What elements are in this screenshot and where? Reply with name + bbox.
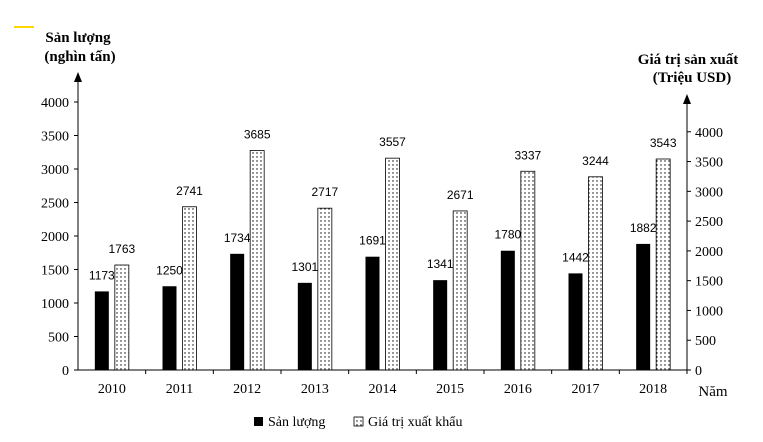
left-tick-label: 2500 <box>41 197 69 212</box>
bar-label-gia-tri-xuat-khau: 2671 <box>447 188 474 202</box>
left-tick-label: 4000 <box>41 96 69 111</box>
right-tick-label: 3000 <box>695 185 723 200</box>
bar-gia-tri-xuat-khau <box>588 176 603 371</box>
left-tick-label: 0 <box>62 364 69 379</box>
bar-label-san-luong: 1250 <box>156 263 183 277</box>
bar-san-luong <box>297 282 312 370</box>
bar-gia-tri-xuat-khau <box>452 210 468 371</box>
bar-label-san-luong: 1780 <box>494 228 521 242</box>
x-tick-label: 2010 <box>98 382 126 397</box>
right-tick-label: 500 <box>695 334 716 349</box>
right-tick-label: 3500 <box>695 156 723 171</box>
left-tick-label: 3500 <box>41 130 69 145</box>
legend-swatch-gia-tri-xuat-khau <box>353 416 364 427</box>
bar-gia-tri-xuat-khau <box>655 158 671 371</box>
bar-label-san-luong: 1442 <box>562 250 589 264</box>
left-tick-label: 1000 <box>41 297 69 312</box>
bar-gia-tri-xuat-khau <box>317 207 333 371</box>
left-tick-label: 2000 <box>41 230 69 245</box>
right-tick-label: 1500 <box>695 275 723 290</box>
bar-gia-tri-xuat-khau <box>114 264 130 371</box>
x-axis-label: Năm <box>698 384 727 400</box>
bar-label-gia-tri-xuat-khau: 3543 <box>650 136 677 150</box>
bar-san-luong <box>162 286 177 370</box>
bar-label-gia-tri-xuat-khau: 3244 <box>582 154 609 168</box>
left-axis-ticks: 0 500 1000 1500 2000 2500 3000 3500 4000 <box>41 96 78 379</box>
bar-label-san-luong: 1691 <box>359 234 386 248</box>
left-axis-label-line1: Sản lượng <box>45 30 111 46</box>
bar-san-luong <box>636 243 651 370</box>
bar-gia-tri-xuat-khau <box>182 206 197 371</box>
x-tick-label: 2014 <box>369 382 397 397</box>
x-tick-label: 2013 <box>301 382 329 397</box>
bar-san-luong <box>365 256 380 370</box>
bar-label-san-luong: 1301 <box>291 260 318 274</box>
right-axis-label-line1: Giá trị sản xuất <box>638 52 738 68</box>
left-tick-label: 500 <box>48 331 69 346</box>
bar-gia-tri-xuat-khau <box>520 170 536 371</box>
right-axis-label-line2: (Triệu USD) <box>653 70 731 86</box>
right-axis-ticks: 0 500 1000 1500 2000 2500 3000 3500 4000 <box>687 126 723 379</box>
right-tick-label: 2000 <box>695 245 723 260</box>
bar-label-gia-tri-xuat-khau: 3337 <box>514 148 541 162</box>
left-y-axis-arrow <box>74 72 82 82</box>
right-tick-label: 0 <box>695 364 702 379</box>
bars <box>94 150 671 371</box>
x-tick-label: 2015 <box>436 382 464 397</box>
x-tick-label: 2011 <box>166 382 193 397</box>
legend-swatch-san-luong <box>254 417 263 426</box>
bar-label-san-luong: 1173 <box>89 268 115 282</box>
bar-label-gia-tri-xuat-khau: 3557 <box>379 135 406 149</box>
right-tick-label: 4000 <box>695 126 723 141</box>
bar-label-san-luong: 1734 <box>224 231 251 245</box>
bar-gia-tri-xuat-khau <box>385 157 400 371</box>
legend-label-gia-tri-xuat-khau: Giá trị xuất khẩu <box>368 415 462 430</box>
x-tick-label: 2018 <box>639 382 667 397</box>
x-tick-label: 2017 <box>572 382 600 397</box>
x-tick-label: 2012 <box>233 382 261 397</box>
bar-san-luong <box>94 291 109 370</box>
right-tick-label: 1000 <box>695 304 723 319</box>
category-labels: 2010 2011 2012 2013 2014 2015 2016 2017 2018 <box>98 370 688 397</box>
bar-gia-tri-xuat-khau <box>249 150 265 371</box>
bar-label-san-luong: 1882 <box>630 221 657 235</box>
right-y-axis-arrow <box>683 94 691 104</box>
left-axis-label-line2: (nghìn tấn) <box>44 49 115 65</box>
bar-san-luong <box>500 250 515 370</box>
legend-label-san-luong: Sản lượng <box>268 415 325 430</box>
left-tick-label: 3000 <box>41 163 69 178</box>
bar-label-san-luong: 1341 <box>427 257 454 271</box>
legend: Sản lượng Giá trị xuất khẩu <box>254 415 462 430</box>
bar-san-luong <box>433 280 448 370</box>
bar-value-labels: 1173 1763 1250 2741 1734 3685 1301 2717 1691 3557… <box>89 128 677 283</box>
bar-label-gia-tri-xuat-khau: 1763 <box>108 242 135 256</box>
bar-label-gia-tri-xuat-khau: 3685 <box>244 128 271 142</box>
bar-label-gia-tri-xuat-khau: 2741 <box>176 184 203 198</box>
bar-san-luong <box>230 253 245 370</box>
bar-san-luong <box>568 273 583 370</box>
x-tick-label: 2016 <box>504 382 532 397</box>
left-tick-label: 1500 <box>41 264 69 279</box>
bar-label-gia-tri-xuat-khau: 2717 <box>311 185 338 199</box>
right-tick-label: 2500 <box>695 215 723 230</box>
